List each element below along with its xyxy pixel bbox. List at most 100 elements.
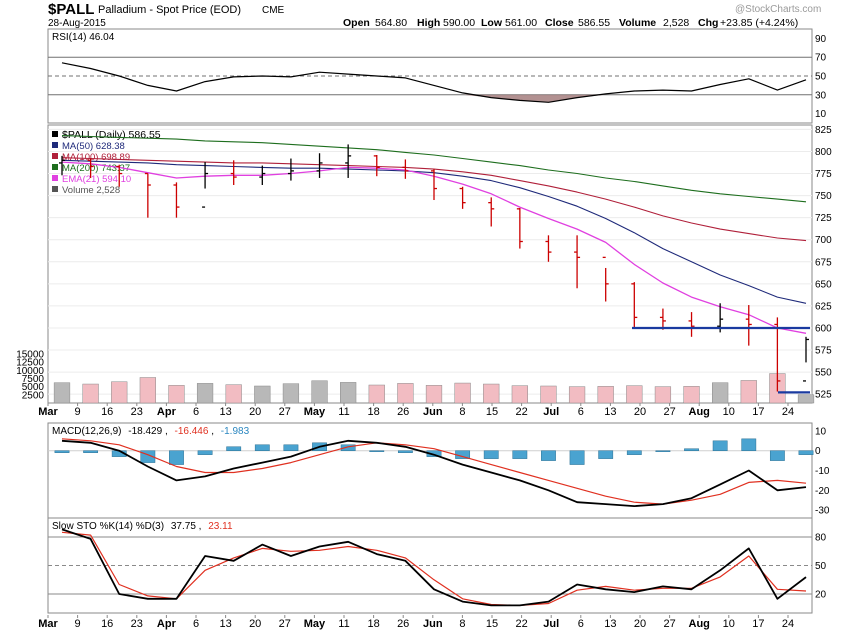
macd-hist-bar-Apr-6	[197, 450, 213, 455]
volume-bar-Apr-13	[225, 384, 242, 404]
date-label-May: May	[304, 618, 326, 630]
price-bar-Apr-27	[287, 158, 294, 181]
price-bar-Mar-30	[173, 182, 180, 218]
price-bar-May-4	[316, 153, 323, 178]
ohlc-close-value: 586.55	[578, 17, 610, 29]
volume-bar-May-4	[311, 380, 328, 404]
date-label-Mar: Mar	[38, 406, 58, 418]
date-axis-top: Mar 9 16 23 Apr 6 13 20 27 May 11 18 26 Jun 8 15 22 Jul 6 1…	[38, 403, 794, 418]
date-label-11: 11	[338, 406, 349, 418]
volume-bar-Jul-20	[626, 385, 643, 404]
volume-bar-Aug-28	[797, 394, 815, 404]
date-label-Mar: Mar	[38, 618, 58, 630]
volume-bar-Jun-22	[511, 385, 528, 404]
ohlc-low-label: Low	[481, 17, 503, 29]
macd-hist-bar-Mar-30	[169, 450, 184, 465]
macd-signal-line	[61, 438, 807, 505]
volume-bar-Mar-23	[139, 377, 156, 404]
legend-item-4: EMA(21) 594.10	[62, 174, 131, 185]
date-label-17: 17	[752, 618, 764, 630]
rsi-marks	[61, 62, 807, 103]
macd-hist-bar-Aug-24	[769, 450, 785, 461]
price-bar-Jul-20	[631, 282, 638, 328]
volume-tick-2500: 2500	[22, 390, 45, 401]
volume-bar-Aug-17	[740, 380, 757, 404]
price-bar-May-11	[345, 144, 352, 178]
volume-bar-Mar-9	[82, 383, 99, 404]
macd-hist-bar-Mar-9	[83, 450, 99, 453]
sto-k-value: 37.75	[171, 521, 196, 532]
price-frame	[47, 124, 813, 404]
ohlc-high-label: High	[417, 17, 440, 29]
date-label-8: 8	[459, 406, 465, 418]
date-label-Jul: Jul	[543, 618, 559, 630]
macd-y-axis: 10 0 -10 -20 -30	[815, 426, 830, 516]
ticker-symbol: $PALL	[48, 1, 94, 18]
date-label-20: 20	[634, 618, 646, 630]
sto-tick-50: 50	[815, 561, 827, 572]
volume-bar-Aug-3	[683, 386, 700, 404]
date-label-Jun: Jun	[423, 618, 443, 630]
macd-hist-bar-Jun-29	[541, 450, 556, 461]
instrument-name: Palladium - Spot Price (EOD)	[98, 4, 241, 16]
price-bar-Jul-6	[574, 235, 581, 289]
price-bar-Aug-24	[774, 317, 781, 392]
macd-hist-bar-Mar-23	[140, 450, 156, 463]
sto-label: Slow STO %K(14) %D(3) 37.75 , 23.11	[52, 521, 233, 532]
price-bar-Apr-6	[202, 162, 209, 208]
support-lines	[632, 326, 810, 394]
price-tick-550: 550	[815, 368, 832, 379]
date-label-Jul: Jul	[543, 406, 559, 418]
macd-hist-bar-Mar-2	[54, 450, 70, 453]
date-label-18: 18	[367, 406, 379, 418]
sto-k-line	[61, 528, 807, 607]
rsi-panel: RSI(14) 46.04 90 70 50 30 10	[47, 28, 827, 124]
price-tick-650: 650	[815, 279, 832, 290]
volume-bar-Mar-16	[111, 381, 128, 404]
macd-hist-bar-Jul-6	[569, 450, 585, 465]
volume-bar-Mar-2	[53, 382, 71, 404]
ohlc-volume-value: 2,528	[663, 17, 689, 29]
sto-tick-20: 20	[815, 590, 827, 601]
volume-bar-Jun-1	[425, 385, 443, 404]
macd-hist-bar-Aug-17	[741, 438, 757, 451]
sto-name: Slow STO %K(14) %D(3)	[52, 521, 164, 532]
rsi-grid	[48, 56, 812, 96]
macd-histogram-value: -1.983	[221, 426, 250, 437]
chart-date: 28-Aug-2015	[48, 18, 106, 29]
macd-hist-bar-Jul-20	[626, 450, 642, 455]
date-label-10: 10	[723, 618, 735, 630]
date-label-27: 27	[663, 618, 675, 630]
date-label-10: 10	[723, 406, 735, 418]
volume-bar-Apr-20	[254, 385, 271, 404]
macd-hist-bar-Aug-3	[684, 448, 699, 451]
date-label-24: 24	[782, 618, 794, 630]
price-bar-Jul-27	[659, 308, 666, 330]
legend-swatch-2	[52, 153, 58, 159]
date-label-9: 9	[75, 406, 81, 418]
date-label-13: 13	[219, 406, 231, 418]
price-bar-Apr-13	[230, 160, 237, 186]
date-label-22: 22	[515, 406, 527, 418]
macd-hist-bar-Jul-13	[598, 450, 614, 459]
date-label-8: 8	[459, 618, 465, 630]
macd-hist-bar-Apr-20	[254, 444, 270, 451]
price-tick-525: 525	[815, 390, 832, 401]
macd-hist-bar-May-11	[340, 444, 356, 451]
price-tick-700: 700	[815, 235, 832, 246]
macd-hist-bar-Jun-15	[483, 450, 499, 459]
date-label-13: 13	[604, 406, 616, 418]
price-bar-Mar-16	[116, 164, 123, 187]
price-bar-Jun-22	[516, 207, 523, 249]
macd-hist-bar-May-26	[397, 450, 413, 453]
date-label-16: 16	[101, 618, 113, 630]
sto-d-value: 23.11	[208, 521, 233, 532]
date-label-18: 18	[367, 618, 379, 630]
price-bar-Mar-9	[87, 158, 94, 178]
date-label-Apr: Apr	[157, 406, 177, 418]
price-tick-600: 600	[815, 323, 832, 334]
price-y-axis: 825 800 775 750 725 700 675 650 625 600 575 550 525	[815, 125, 832, 401]
macd-tick-10: 10	[815, 426, 827, 437]
